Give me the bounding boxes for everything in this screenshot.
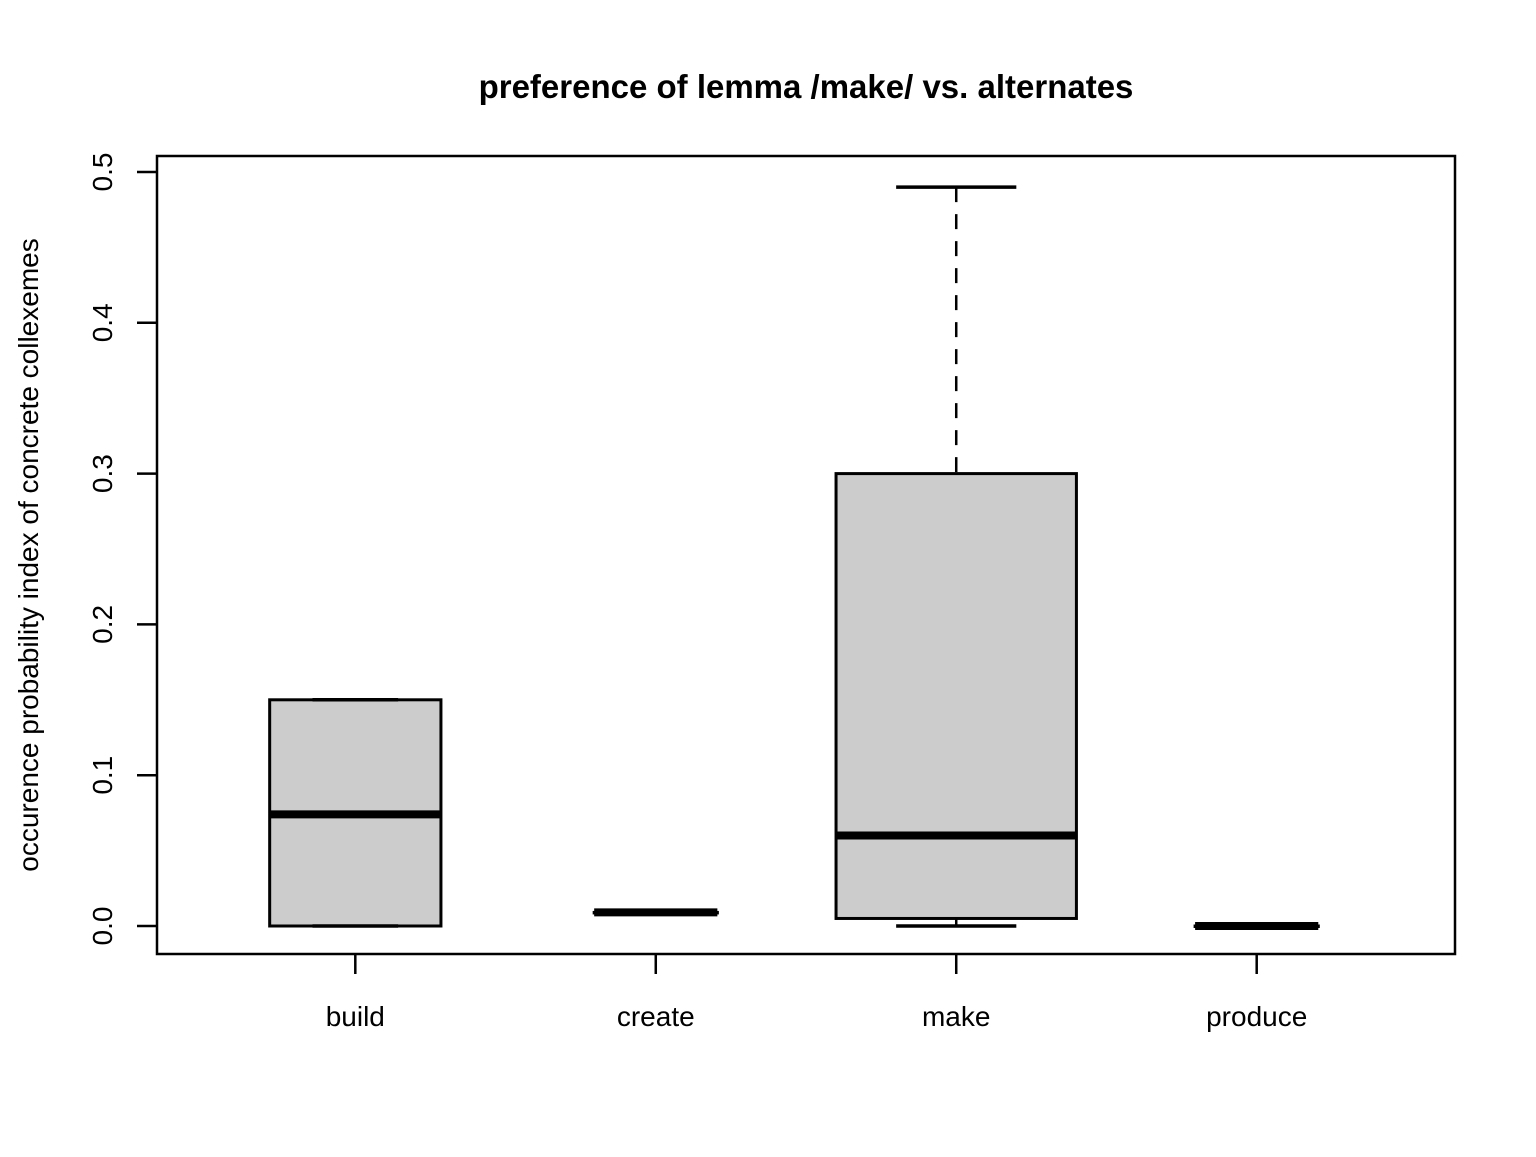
boxes — [268, 185, 1320, 930]
y-tick-label: 0.1 — [87, 756, 118, 795]
y-tick-label: 0.5 — [87, 153, 118, 192]
boxplot-create — [592, 908, 719, 917]
boxplot-produce — [1193, 922, 1320, 930]
x-tick-label-build: build — [326, 1001, 385, 1032]
x-axis: build create make produce — [326, 954, 1307, 1032]
iqr-box — [834, 472, 1078, 920]
boxplot-build — [268, 698, 443, 928]
y-tick-label: 0.0 — [87, 907, 118, 946]
plot-border — [155, 154, 1457, 956]
x-tick-label-make: make — [922, 1001, 990, 1032]
x-tick-label-create: create — [617, 1001, 695, 1032]
y-tick-label: 0.2 — [87, 605, 118, 644]
y-tick-label: 0.4 — [87, 303, 118, 342]
x-tick-label-produce: produce — [1206, 1001, 1307, 1032]
y-axis: 0.0 0.1 0.2 0.3 0.4 0.5 — [87, 153, 157, 946]
chart-title: preference of lemma /make/ vs. alternate… — [479, 68, 1134, 105]
boxplot-make — [834, 185, 1078, 928]
y-axis-label: occurence probability index of concrete … — [13, 238, 44, 871]
y-tick-label: 0.3 — [87, 454, 118, 493]
